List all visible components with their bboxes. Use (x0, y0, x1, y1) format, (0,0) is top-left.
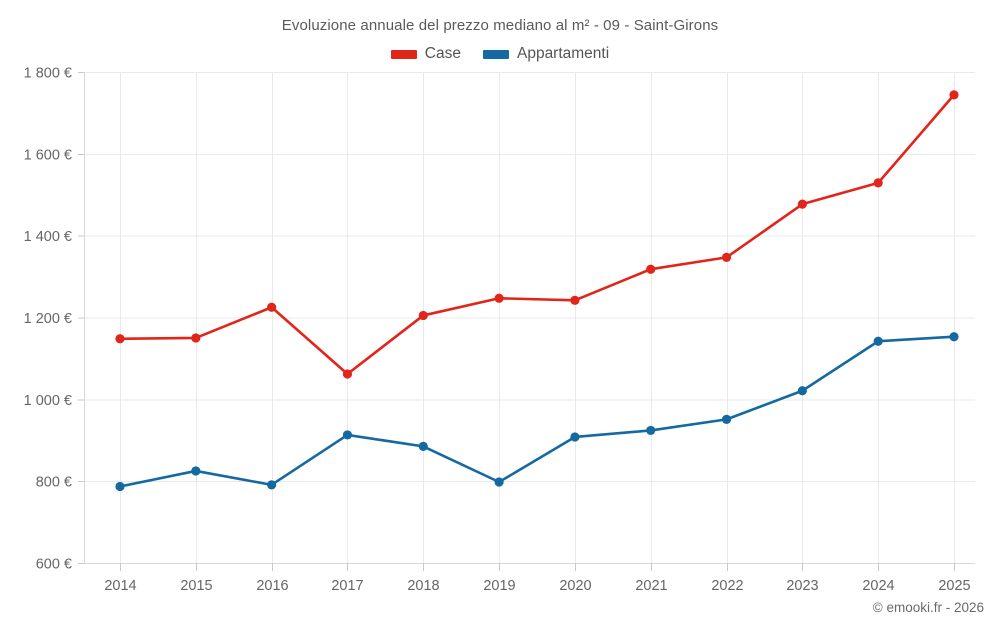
data-point-case-2014[interactable] (115, 334, 125, 344)
data-point-appartamenti-2021[interactable] (646, 425, 656, 436)
data-point-case-2019[interactable] (494, 293, 504, 303)
copyright-credit: © emooki.fr - 2026 (872, 600, 984, 615)
series-line-appartamenti (118, 335, 956, 488)
data-point-appartamenti-2023[interactable] (797, 386, 807, 396)
x-axis-tick-label: 2018 (407, 578, 439, 594)
x-axis-tick-label: 2016 (256, 578, 288, 594)
x-axis-tick-label: 2024 (862, 578, 894, 594)
data-point-appartamenti-2025[interactable] (949, 332, 959, 342)
data-point-appartamenti-2022[interactable] (721, 414, 732, 424)
legend-swatch-case (390, 49, 417, 59)
x-axis-tick-label: 2022 (711, 578, 743, 594)
data-point-case-2015[interactable] (191, 333, 201, 343)
x-axis-tick-label: 2020 (559, 578, 591, 594)
legend-swatch-appartamenti (482, 49, 509, 59)
x-axis-tick-label: 2023 (786, 578, 818, 594)
x-axis-tick-label: 2025 (938, 578, 970, 594)
y-axis-tick-label: 1 600 € (24, 147, 72, 163)
data-point-appartamenti-2016[interactable] (267, 480, 277, 490)
y-axis-tick-label: 1 400 € (24, 229, 72, 245)
y-axis-tick-label: 600 € (36, 557, 72, 573)
data-point-appartamenti-2018[interactable] (418, 441, 428, 451)
legend-label-case: Case (424, 45, 461, 62)
data-point-appartamenti-2014[interactable] (115, 481, 125, 492)
data-point-case-2017[interactable] (342, 369, 353, 379)
data-point-case-2023[interactable] (797, 199, 807, 209)
chart-legend: Case Appartamenti (0, 45, 1000, 63)
y-axis-tick-label: 1 200 € (24, 311, 72, 327)
x-axis-tick-label: 2017 (331, 578, 363, 594)
x-axis-tick-label: 2021 (635, 578, 667, 594)
data-point-case-2024[interactable] (873, 178, 883, 188)
x-axis-tick-label: 2019 (483, 578, 515, 594)
legend-label-appartamenti: Appartamenti (516, 45, 610, 62)
data-point-appartamenti-2017[interactable] (342, 430, 353, 440)
y-axis-tick-label: 800 € (36, 475, 72, 491)
x-axis-tick-label: 2014 (104, 578, 136, 594)
data-point-case-2022[interactable] (721, 252, 732, 262)
data-point-case-2025[interactable] (949, 90, 959, 100)
series-line-case (118, 93, 956, 376)
y-axis-tick-label: 1 000 € (24, 393, 72, 409)
y-axis-tick-label: 1 800 € (24, 66, 72, 82)
data-point-case-2018[interactable] (418, 310, 428, 321)
chart-title: Evoluzione annuale del prezzo mediano al… (281, 17, 719, 34)
data-point-case-2016[interactable] (267, 302, 277, 312)
legend-item-appartamenti[interactable]: Appartamenti (482, 45, 610, 63)
x-axis-tick-label: 2015 (180, 578, 212, 594)
data-point-appartamenti-2024[interactable] (873, 336, 883, 346)
data-point-case-2021[interactable] (646, 264, 656, 274)
data-point-case-2020[interactable] (570, 295, 580, 305)
data-point-appartamenti-2020[interactable] (570, 432, 580, 442)
legend-item-case[interactable]: Case (390, 45, 461, 63)
data-point-appartamenti-2019[interactable] (494, 477, 504, 487)
data-point-appartamenti-2015[interactable] (191, 466, 201, 476)
